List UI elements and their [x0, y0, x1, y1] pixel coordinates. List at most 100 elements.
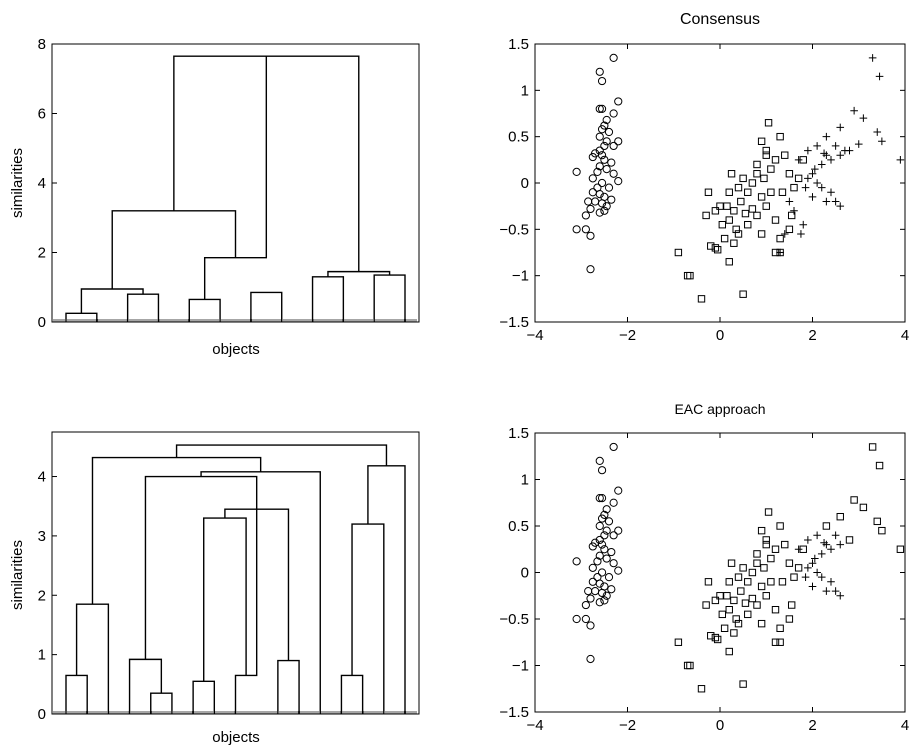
- point-square: [771, 156, 780, 164]
- point-plus: [878, 137, 886, 146]
- point-circle: [595, 535, 604, 545]
- y-tick-label: 0: [521, 565, 529, 582]
- point-plus: [859, 114, 868, 122]
- y-tick-label: 3: [38, 528, 46, 545]
- point-square: [776, 234, 784, 243]
- x-tick-label: 2: [808, 327, 816, 344]
- point-square: [760, 174, 768, 183]
- y-tick-label: 0: [38, 706, 46, 723]
- leaf-baseline: [53, 319, 417, 322]
- point-square: [762, 146, 770, 155]
- point-square: [776, 624, 784, 632]
- point-circle: [602, 115, 611, 125]
- x-axis-label: objects: [212, 729, 260, 746]
- point-circle: [584, 587, 593, 596]
- point-square: [702, 211, 710, 220]
- point-square: [767, 188, 775, 196]
- point-square: [785, 225, 794, 234]
- dendrogram-links: [65, 444, 406, 714]
- point-plus: [836, 202, 845, 210]
- point-square: [720, 234, 729, 243]
- point-square: [753, 559, 761, 567]
- point-square: [760, 564, 768, 572]
- point-plus: [813, 568, 821, 577]
- chart-title: EAC approach: [674, 401, 765, 417]
- point-square: [753, 211, 761, 220]
- point-square: [730, 239, 738, 247]
- point-circle: [584, 197, 593, 206]
- point-square: [836, 513, 844, 521]
- point-square: [741, 599, 750, 607]
- point-plus: [836, 591, 845, 600]
- point-circle: [614, 566, 623, 575]
- point-square: [737, 587, 745, 595]
- point-square: [757, 137, 766, 146]
- point-square: [762, 592, 770, 600]
- point-square: [757, 193, 766, 201]
- point-circle: [614, 137, 623, 146]
- point-square: [716, 592, 724, 600]
- point-square: [764, 508, 773, 516]
- point-square: [753, 160, 761, 169]
- point-square: [794, 564, 803, 572]
- point-circle: [597, 76, 607, 86]
- point-square: [734, 230, 743, 238]
- point-square: [713, 246, 722, 254]
- point-circle: [595, 551, 604, 560]
- y-tick-label: 1: [521, 82, 529, 99]
- point-plus: [827, 545, 835, 554]
- point-circle: [581, 600, 590, 610]
- point-square: [776, 132, 784, 141]
- point-square: [757, 526, 766, 535]
- point-square: [748, 205, 757, 213]
- point-circle: [597, 199, 607, 208]
- point-circle: [602, 554, 611, 563]
- point-square: [704, 188, 713, 196]
- point-plus: [817, 550, 826, 558]
- point-square: [737, 197, 745, 206]
- point-plus: [794, 545, 803, 554]
- point-plus: [808, 559, 817, 567]
- point-square: [790, 183, 798, 192]
- point-plus: [811, 554, 819, 563]
- point-plus: [850, 106, 858, 115]
- dendrogram-panel-top: 0 2 4 6 8 objects similarities: [9, 36, 420, 358]
- point-square: [686, 661, 694, 670]
- point-circle: [607, 195, 616, 204]
- point-plus: [827, 578, 835, 586]
- point-circle: [607, 585, 616, 594]
- point-square: [873, 517, 881, 526]
- point-plus: [776, 248, 784, 257]
- point-square: [778, 188, 787, 196]
- point-square: [732, 615, 740, 623]
- chart-title: Consensus: [680, 11, 760, 28]
- point-circle: [595, 104, 604, 113]
- dendrogram-link: [234, 509, 258, 714]
- point-circle: [604, 573, 614, 582]
- point-plus: [817, 573, 826, 581]
- x-tick-label: −2: [619, 327, 636, 344]
- point-circle: [600, 545, 609, 554]
- leaf-baseline: [53, 711, 417, 714]
- point-square: [748, 594, 757, 603]
- point-square: [716, 202, 724, 210]
- point-square: [762, 202, 770, 210]
- point-square: [725, 188, 733, 196]
- scatter-points: [572, 53, 905, 303]
- point-square: [725, 606, 733, 614]
- scatter-panel-top: Consensus −4 −2 0 2 4 −1.5 −1 −0.5 0 0.5 1 1.5: [499, 11, 909, 344]
- point-plus: [831, 197, 840, 206]
- point-square: [739, 290, 747, 298]
- point-circle: [597, 104, 607, 113]
- point-square: [781, 540, 789, 549]
- y-tick-label: 0.5: [508, 518, 529, 535]
- point-plus: [875, 72, 884, 81]
- point-square: [896, 545, 905, 553]
- x-tick-label: −2: [619, 717, 636, 734]
- point-circle: [597, 494, 607, 503]
- point-square: [702, 601, 710, 609]
- point-circle: [588, 174, 597, 183]
- point-square: [730, 596, 738, 605]
